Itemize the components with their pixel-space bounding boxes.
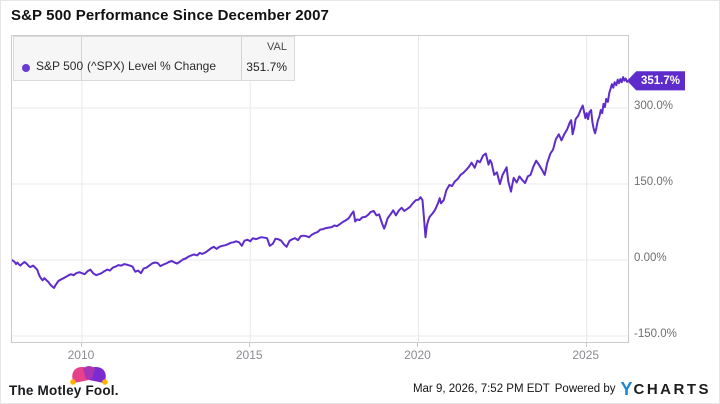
motley-fool-wordmark: The Motley Fool. — [9, 383, 119, 398]
x-axis-tick — [249, 342, 251, 347]
last-value-badge: 351.7% — [627, 71, 685, 91]
legend-val-value: 351.7% — [246, 60, 287, 74]
jester-hat-icon — [70, 366, 108, 385]
x-axis-label: 2010 — [67, 348, 95, 362]
powered-by-label: Powered by — [554, 383, 616, 395]
legend-val-header: VAL — [267, 41, 287, 53]
x-axis-tick — [417, 342, 419, 347]
legend-series-name: S&P 500 — [36, 59, 84, 73]
y-axis-label: -150.0% — [634, 328, 677, 340]
x-axis-label: 2020 — [404, 348, 431, 362]
timestamp: Mar 9, 2026, 7:52 PM EDT — [412, 383, 550, 395]
footer-attribution: Mar 9, 2026, 7:52 PM EDT Powered by Y CH… — [413, 377, 711, 401]
legend-series-desc: (^SPX) Level % Change — [87, 59, 217, 73]
x-axis-label: 2015 — [235, 348, 263, 362]
legend-series-cell: S&P 500 — [14, 37, 84, 80]
x-axis-tick — [585, 342, 587, 347]
y-axis-label: 0.00% — [634, 252, 667, 264]
x-axis-label: 2025 — [572, 348, 600, 362]
series-color-dot-icon — [22, 64, 30, 72]
y-axis-label: 150.0% — [634, 176, 674, 188]
legend-value-cell: VAL 351.7% — [242, 37, 294, 80]
plot-area[interactable] — [11, 35, 629, 343]
chart-legend: S&P 500 (^SPX) Level % Change VAL 351.7% — [13, 36, 295, 81]
chart-title: S&P 500 Performance Since December 2007 — [11, 7, 329, 24]
ycharts-wordmark: CHARTS — [633, 380, 711, 398]
legend-series-desc-cell: (^SPX) Level % Change — [82, 37, 243, 80]
x-axis-tick — [80, 342, 82, 347]
y-axis-label: 300.0% — [634, 100, 674, 112]
ycharts-y-icon: Y — [620, 379, 633, 399]
motley-fool-logo[interactable]: The Motley Fool. — [9, 361, 149, 401]
ycharts-logo[interactable]: Y CHARTS — [620, 380, 711, 398]
